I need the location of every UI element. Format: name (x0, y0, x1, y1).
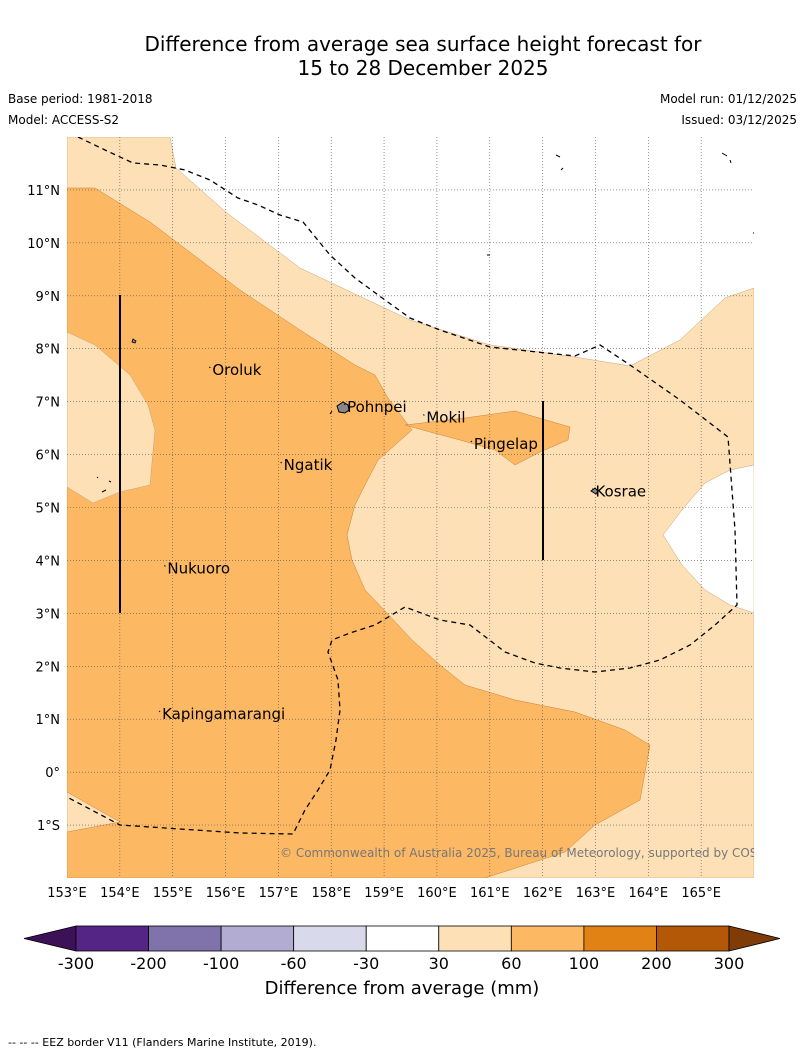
map-area: Oroluk Pohnpei Mokil Pingelap Ngatik Kosrae Nu… (67, 137, 785, 878)
place-marker (280, 461, 283, 464)
title-line-1: Difference from average sea surface heig… (144, 32, 702, 56)
latitude-label: 0° (45, 766, 60, 781)
colorbar-segment (583, 925, 657, 952)
graticule (67, 137, 754, 878)
colorbar-segment (365, 925, 440, 952)
place-marker (208, 366, 211, 369)
place-label: Mokil (426, 409, 465, 427)
longitude-label: 158°E (311, 886, 351, 901)
longitude-label: 154°E (100, 886, 140, 901)
longitude-label: 164°E (629, 886, 669, 901)
longitude-labels: 153°E 154°E 155°E 156°E 157°E 158°E 159°E 160°E… (47, 886, 721, 901)
latitude-label: 11°N (27, 184, 60, 199)
latitude-label: 10°N (27, 237, 60, 252)
place-labels: Oroluk Pohnpei Mokil Pingelap Ngatik Kosrae Nu… (158, 361, 646, 723)
longitude-label: 162°E (523, 886, 563, 901)
small-island (131, 338, 137, 344)
title-line-2: 15 to 28 December 2025 (297, 56, 549, 80)
latitude-label: 1°S (37, 819, 60, 834)
place-marker (158, 710, 161, 713)
place-marker (592, 488, 594, 490)
latitude-label: 2°N (36, 660, 61, 675)
map-title: Difference from average sea surface heig… (0, 32, 804, 80)
longitude-label: 161°E (470, 886, 510, 901)
colorbar-tick-label: -30 (353, 954, 379, 973)
colorbar-segment (148, 925, 222, 952)
contour-60-100-tongue (404, 410, 571, 466)
pohnpei-island (336, 401, 350, 414)
colorbar-tick-label: -200 (130, 954, 166, 973)
latitude-label: 6°N (36, 449, 61, 464)
latitude-label: 4°N (36, 554, 61, 569)
eez-footnote: -- -- -- EEZ border V11 (Flanders Marine… (8, 1036, 317, 1049)
latitude-label: 9°N (36, 290, 61, 305)
colorbar-segment (293, 925, 367, 952)
place-label: Pingelap (474, 435, 538, 453)
colorbar-tick-label: 300 (714, 954, 745, 973)
colorbar-extend-high (728, 925, 781, 952)
latitude-labels: 11°N 10°N 9°N 8°N 7°N 6°N 5°N 4°N 3°N 2°N 1°N 0° 1°S (27, 184, 60, 834)
atoll-marks (96, 152, 754, 493)
colorbar-title: Difference from average (mm) (264, 978, 540, 999)
kosrae-island (590, 487, 599, 495)
place-label: Nukuoro (167, 559, 230, 577)
latitude-label: 7°N (36, 396, 61, 411)
longitude-label: 165°E (681, 886, 721, 901)
place-label: Kosrae (595, 483, 646, 501)
place-marker (470, 440, 473, 443)
base-period: Base period: 1981-2018 (8, 92, 153, 106)
latitude-label: 3°N (36, 607, 61, 622)
colorbar-tick-label: -60 (281, 954, 307, 973)
latitude-label: 8°N (36, 343, 61, 358)
place-label: Pohnpei (347, 398, 407, 416)
latitude-label: 5°N (36, 502, 61, 517)
contour-neutral-east (662, 464, 754, 614)
model-run: Model run: 01/12/2025 (659, 92, 797, 106)
colorbar-tick-label: -100 (203, 954, 239, 973)
issued-date: Issued: 03/12/2025 (681, 113, 797, 127)
place-label: Ngatik (284, 456, 333, 474)
place-label: Kapingamarangi (162, 705, 285, 723)
copyright-notice: © Commonwealth of Australia 2025, Bureau… (280, 846, 785, 860)
colorbar-segment (510, 925, 585, 952)
colorbar-tick-label: 200 (641, 954, 672, 973)
colorbar-segment (438, 925, 512, 952)
longitude-label: 160°E (417, 886, 457, 901)
colorbar-segment (75, 925, 149, 952)
place-marker (343, 403, 346, 406)
place-marker (164, 565, 166, 567)
contour-60-100-main (67, 187, 651, 878)
colorbar-tick-label: 60 (501, 954, 521, 973)
longitude-label: 156°E (206, 886, 246, 901)
colorbar: -300 -200 -100 -60 -30 30 60 100 200 300 (23, 925, 781, 973)
latitude-label: 1°N (36, 713, 61, 728)
model-label: Model: ACCESS-S2 (8, 113, 120, 127)
longitude-label: 153°E (47, 886, 87, 901)
place-label: Oroluk (212, 361, 261, 379)
longitude-label: 159°E (364, 886, 404, 901)
colorbar-tick-label: -300 (58, 954, 94, 973)
longitude-label: 163°E (576, 886, 616, 901)
colorbar-tick-label: 30 (429, 954, 449, 973)
eez-border-north (67, 137, 738, 835)
longitude-label: 157°E (259, 886, 299, 901)
place-marker (423, 414, 425, 416)
colorbar-tick-label: 100 (569, 954, 600, 973)
colorbar-segment (220, 925, 295, 952)
contour-30-60-west (67, 331, 156, 504)
longitude-label: 155°E (153, 886, 193, 901)
colorbar-extend-low (23, 925, 77, 952)
colorbar-segment (656, 925, 730, 952)
